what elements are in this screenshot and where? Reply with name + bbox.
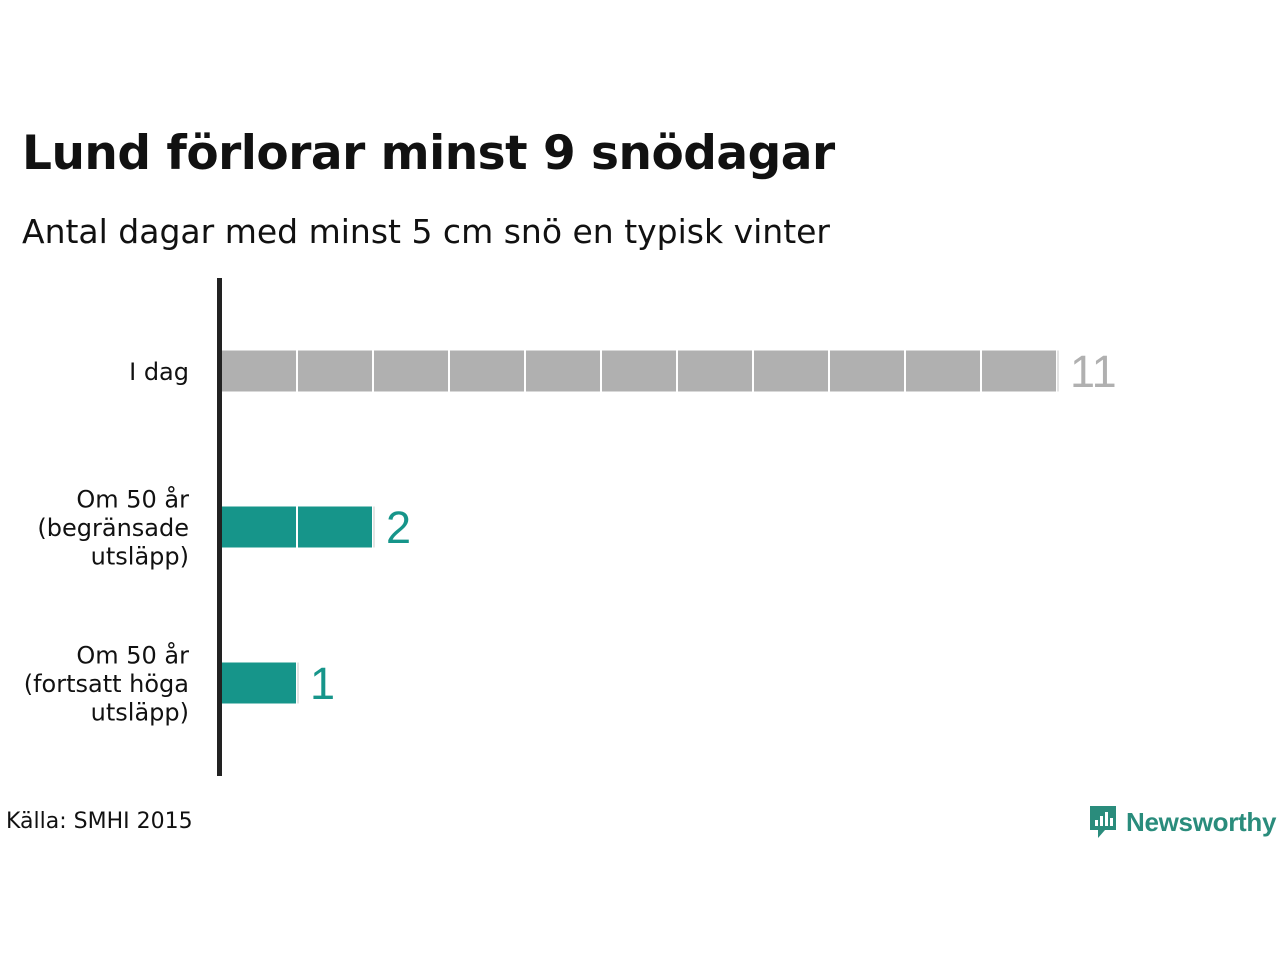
value-label: 11 (1070, 346, 1117, 397)
bar-segment (374, 350, 448, 392)
y-axis-line (217, 278, 222, 776)
bar-end-marker (297, 662, 299, 704)
bar-segment (982, 350, 1056, 392)
category-label: I dag (129, 358, 189, 386)
source-note: Källa: SMHI 2015 (6, 809, 193, 834)
bar-segment (222, 662, 296, 704)
brand-name: Newsworthy (1126, 806, 1277, 837)
bar-segment (222, 350, 296, 392)
bar-segment (830, 350, 904, 392)
brand-logo: Newsworthy (1088, 804, 1276, 840)
bar-end-marker (1057, 350, 1059, 392)
category-label: Om 50 år (fortsatt höga utsläpp) (24, 641, 189, 727)
chart-subtitle: Antal dagar med minst 5 cm snö en typisk… (22, 212, 831, 251)
bar-segment (678, 350, 752, 392)
category-label: Om 50 år (begränsade utsläpp) (37, 485, 189, 571)
bar-segment (906, 350, 980, 392)
value-label: 2 (386, 502, 411, 553)
bar-segment (450, 350, 524, 392)
bar-segment (298, 350, 372, 392)
newsworthy-logo-icon (1090, 806, 1116, 838)
value-label: 1 (310, 658, 335, 709)
bar-end-marker (373, 506, 375, 548)
chart-title: Lund förlorar minst 9 snödagar (22, 126, 835, 181)
bar-segment (298, 506, 372, 548)
bar-segment (754, 350, 828, 392)
bar-segment (222, 506, 296, 548)
bar-segment (602, 350, 676, 392)
bar-segment (526, 350, 600, 392)
